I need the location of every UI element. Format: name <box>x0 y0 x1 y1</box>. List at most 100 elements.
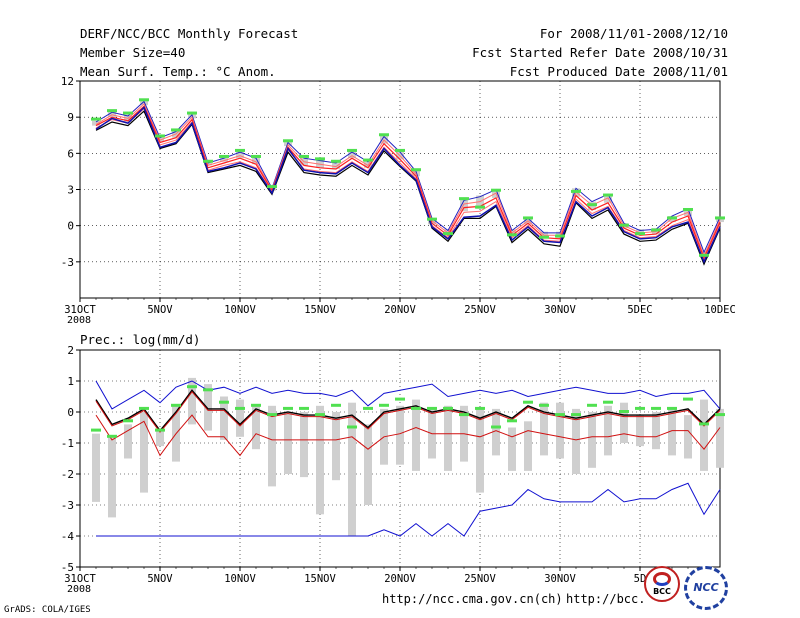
prec-marker <box>459 413 469 417</box>
temp-member-range-bar <box>460 199 468 212</box>
ncc-logo-text: NCC <box>693 581 719 594</box>
temp-xtick-label: 5DEC <box>627 304 652 316</box>
temp-ytick-label: 6 <box>67 147 74 160</box>
prec-member-range-bar <box>332 412 340 481</box>
temp-marker <box>123 111 133 115</box>
prec-marker <box>683 397 693 401</box>
forecast-started: Fcst Started Refer Date 2008/10/31 <box>472 45 728 60</box>
prec-series-max-line <box>95 380 721 410</box>
prec-member-range-bar <box>396 405 404 465</box>
temp-member-range-bar <box>92 120 100 126</box>
bcc-logo-text: BCC <box>653 587 671 596</box>
prec-marker <box>251 403 261 407</box>
prec-member-range-bar <box>588 412 596 468</box>
temp-marker <box>619 223 629 227</box>
prec-marker <box>619 410 629 413</box>
temp-member-range-bar <box>220 156 228 162</box>
prec-marker <box>555 413 565 417</box>
prec-member-range-bar <box>156 430 164 447</box>
prec-marker <box>363 406 373 410</box>
prec-member-range-bar <box>668 408 676 456</box>
prec-ytick-label: -1 <box>61 437 74 450</box>
temp-marker <box>635 232 645 236</box>
temp-marker <box>251 154 261 158</box>
temp-xtick-label: 30NOV <box>544 304 576 316</box>
prec-member-range-bar <box>252 405 260 450</box>
temp-member-range-bar <box>348 150 356 159</box>
temp-member-range-bar <box>108 111 116 118</box>
temp-marker <box>683 207 693 211</box>
temp-series-min-line <box>95 110 721 266</box>
temp-marker <box>203 159 213 163</box>
temp-marker <box>219 154 229 158</box>
temp-marker <box>571 189 581 193</box>
prec-series-mean-line <box>95 389 721 432</box>
prec-marker <box>475 406 485 410</box>
prec-member-range-bar <box>620 402 628 443</box>
temp-marker <box>267 185 277 189</box>
prec-marker <box>187 385 197 389</box>
temp-xtick-label: 31OCT <box>64 304 96 316</box>
temp-ytick-label: 0 <box>67 220 74 233</box>
url-ncc[interactable]: http://ncc.cma.gov.cn(ch) <box>382 592 563 606</box>
prec-marker <box>139 406 149 410</box>
prec-marker <box>299 406 309 410</box>
prec-marker <box>235 406 245 410</box>
prec-member-range-bar <box>604 405 612 456</box>
url-bcc[interactable]: http://bcc. <box>566 592 646 606</box>
bcc-logo: BCC <box>644 566 680 602</box>
prec-marker <box>283 406 293 410</box>
temp-ytick-label: 12 <box>61 75 74 88</box>
prec-member-range-bar <box>140 412 148 493</box>
prec-marker <box>123 419 133 423</box>
forecast-period: For 2008/11/01-2008/12/10 <box>539 26 728 41</box>
prec-member-range-bar <box>716 408 724 468</box>
temp-marker <box>587 203 597 207</box>
prec-ytick-label: 0 <box>67 406 74 419</box>
prec-marker <box>91 428 101 432</box>
prec-panel-title: Prec.: log(mm/d) <box>80 332 200 347</box>
temp-xtick-label: 10DEC <box>704 304 736 316</box>
prec-member-range-bar <box>476 408 484 493</box>
temp-xtick-label: 15NOV <box>304 304 336 316</box>
prec-marker <box>443 406 453 410</box>
temp-member-range-bar <box>316 159 324 168</box>
prec-series-floor-line <box>96 482 721 537</box>
temp-ytick-label: 9 <box>67 111 74 124</box>
prec-marker <box>107 434 117 438</box>
ncc-logo: NCC <box>684 566 728 610</box>
prec-xtick-label: 5D <box>634 573 647 585</box>
temp-marker <box>315 157 325 161</box>
chart-title: DERF/NCC/BCC Monthly Forecast <box>80 26 299 41</box>
temp-xtick-label: 10NOV <box>224 304 256 316</box>
prec-marker <box>715 413 725 417</box>
temp-series-mean-line <box>95 105 721 260</box>
prec-member-range-bar <box>348 402 356 536</box>
temp-marker <box>283 139 293 143</box>
grads-credit: GrADS: COLA/IGES <box>4 605 91 615</box>
prec-member-range-bar <box>124 424 132 459</box>
prec-marker <box>699 422 709 426</box>
temp-marker <box>507 233 517 237</box>
temp-marker <box>171 128 181 132</box>
prec-member-range-bar <box>700 399 708 471</box>
temp-xtick-label: 5NOV <box>147 304 173 316</box>
temp-member-range-bar <box>252 156 260 165</box>
prec-marker <box>219 400 229 404</box>
variable-label: Mean Surf. Temp.: °C Anom. <box>80 64 276 79</box>
temp-marker <box>491 188 501 192</box>
temp-year-label: 2008 <box>67 315 91 326</box>
prec-ytick-label: -2 <box>61 468 74 481</box>
prec-member-range-bar <box>652 412 660 450</box>
prec-marker <box>587 403 597 407</box>
temp-member-range-bar <box>476 195 484 209</box>
temp-marker <box>395 148 405 152</box>
prec-member-range-bar <box>684 415 692 459</box>
temp-member-range-bar <box>332 161 340 170</box>
prec-marker <box>203 388 213 392</box>
temp-marker <box>475 205 485 209</box>
temp-marker <box>715 216 725 220</box>
temp-marker <box>155 134 165 138</box>
member-size: Member Size=40 <box>80 45 186 60</box>
temp-marker <box>427 217 437 221</box>
